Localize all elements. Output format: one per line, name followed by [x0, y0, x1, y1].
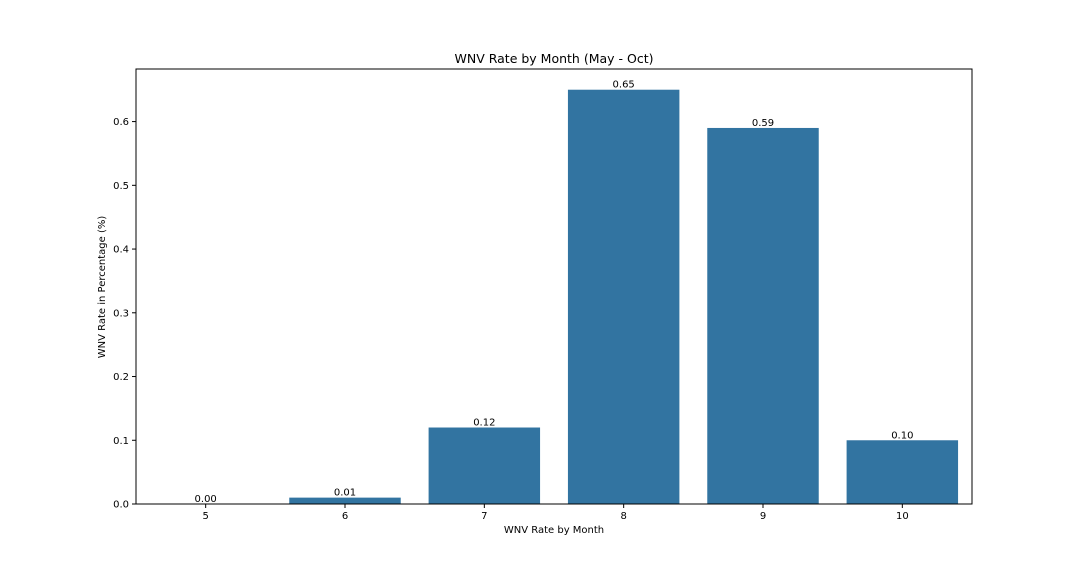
x-tick-label-5: 5: [202, 511, 208, 522]
x-tick-label-8: 8: [620, 511, 626, 522]
bar-value-label-5: 0.00: [195, 494, 217, 505]
x-tick-label-6: 6: [342, 511, 348, 522]
bar-value-label-6: 0.01: [334, 488, 356, 499]
plot-frame: [135, 68, 973, 505]
bar-9: [707, 127, 819, 504]
bar-10: [846, 440, 959, 504]
x-tick-label-10: 10: [896, 511, 909, 522]
x-ticks-group: 5 6 7 8 9 10: [202, 504, 909, 522]
bar-6: [289, 497, 401, 504]
bar-value-label-7: 0.12: [473, 418, 495, 429]
x-tick-label-9: 9: [760, 511, 766, 522]
y-tick-label: 0.1: [113, 436, 129, 447]
y-ticks-group: 0.0 0.1 0.2 0.3 0.4 0.5 0.6: [113, 117, 136, 511]
y-tick-label: 0.2: [113, 372, 129, 383]
bars-group: [289, 89, 959, 504]
bar-value-label-10: 0.10: [891, 430, 913, 441]
bar-7: [428, 427, 541, 504]
chart-title: WNV Rate by Month (May - Oct): [455, 51, 654, 66]
y-axis-label: WNV Rate in Percentage (%): [97, 216, 108, 359]
y-tick-label: 0.6: [113, 117, 129, 128]
x-axis-label: WNV Rate by Month: [504, 525, 604, 536]
value-labels-group: 0.00 0.01 0.12 0.65 0.59 0.10: [195, 80, 914, 505]
x-tick-label-7: 7: [481, 511, 487, 522]
bar-value-label-8: 0.65: [613, 80, 635, 91]
y-tick-label: 0.3: [113, 308, 129, 319]
y-tick-label: 0.5: [113, 181, 129, 192]
y-tick-label: 0.0: [113, 500, 129, 511]
y-tick-label: 0.4: [113, 245, 129, 256]
bar-value-label-9: 0.59: [752, 118, 774, 129]
bar-8: [567, 89, 680, 504]
